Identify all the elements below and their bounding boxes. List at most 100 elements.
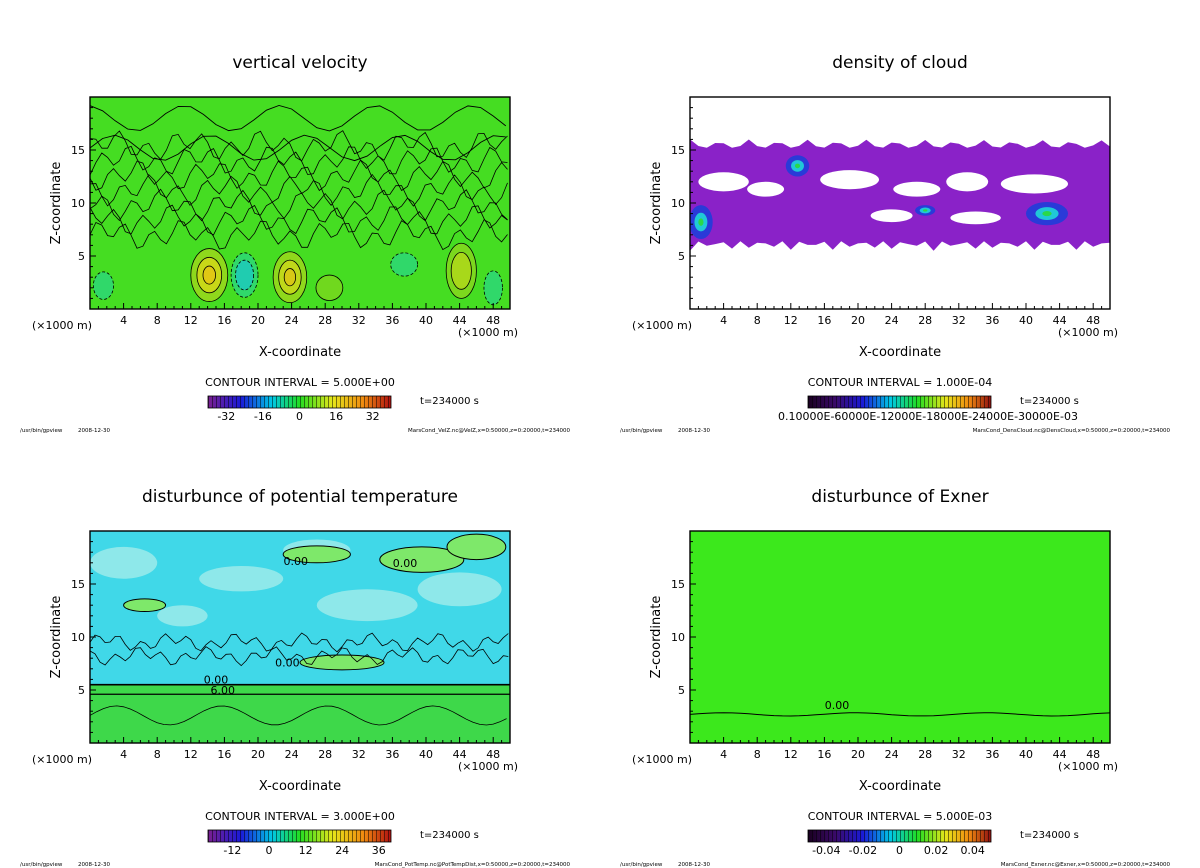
x-tick-label: 32 xyxy=(952,748,966,761)
temperature-patch xyxy=(417,572,502,607)
x-tick-label: 4 xyxy=(120,748,127,761)
velocity-cell-contour xyxy=(92,271,114,300)
colorbar-tick-label: 12 xyxy=(299,844,313,857)
x-tick-label: 32 xyxy=(952,314,966,327)
x-tick-label: 48 xyxy=(486,314,500,327)
colorbar-tick-label: -16 xyxy=(254,410,272,423)
x-tick-label: 16 xyxy=(817,314,831,327)
x-tick-label: 16 xyxy=(817,748,831,761)
colorbar: 0.10000E-60000E-12000E-18000E-24000E-300… xyxy=(778,395,1078,423)
x-tick-label: 44 xyxy=(1053,314,1067,327)
colorbar-tick-label: 24 xyxy=(335,844,349,857)
contour-label: 0.00 xyxy=(393,557,418,570)
colorbar-tick-label: -32 xyxy=(217,410,235,423)
x-unit-right: (×1000 m) xyxy=(458,326,518,339)
chart-title: disturbunce of potential temperature xyxy=(142,487,458,507)
cloud-gap xyxy=(950,211,1001,225)
temperature-contour xyxy=(123,598,167,613)
cloud-gap xyxy=(893,181,941,197)
x-unit-right: (×1000 m) xyxy=(1058,326,1118,339)
colorbar-tick-label: 0 xyxy=(296,410,303,423)
x-tick-label: 12 xyxy=(184,314,198,327)
colorbar: -32 -16 0 16 32 xyxy=(207,395,392,423)
x-tick-label: 48 xyxy=(1086,748,1100,761)
x-tick-label: 36 xyxy=(385,314,399,327)
source-file: MarsCond_Exner.nc@Exner,x=0:50000,z=0:20… xyxy=(1001,862,1171,868)
colorbar-tick-label: -0.04 xyxy=(812,844,840,857)
x-tick-label: 36 xyxy=(985,314,999,327)
x-tick-label: 16 xyxy=(217,314,231,327)
x-unit-left: (×1000 m) xyxy=(632,753,692,766)
cloud-gap xyxy=(946,172,989,192)
chart-title: disturbunce of Exner xyxy=(811,487,988,507)
temperature-contour xyxy=(446,533,507,561)
x-tick-label: 24 xyxy=(285,748,299,761)
y-axis: 5 10 15 Z-coordinate xyxy=(649,107,696,299)
x-tick-label: 24 xyxy=(285,314,299,327)
x-tick-label: 32 xyxy=(352,748,366,761)
velocity-cell-contour xyxy=(483,270,503,306)
y-tick-label: 15 xyxy=(71,578,85,591)
x-tick-label: 8 xyxy=(754,748,761,761)
contour-interval: CONTOUR INTERVAL = 5.000E-03 xyxy=(808,810,992,823)
x-tick-label: 24 xyxy=(885,748,899,761)
x-tick-label: 44 xyxy=(1053,748,1067,761)
x-axis-title: X-coordinate xyxy=(259,345,341,360)
colorbar-frame xyxy=(807,829,992,843)
cloud-gap xyxy=(1000,174,1068,194)
contour-label: 0.00 xyxy=(275,657,300,670)
y-tick-label: 10 xyxy=(671,197,685,210)
temperature-contour xyxy=(379,546,465,573)
cloud-core-peak xyxy=(922,209,928,212)
cloud-layer xyxy=(690,139,1110,251)
cloud-gap xyxy=(698,172,749,192)
plot-date: 2008-12-30 xyxy=(78,862,110,868)
temperature-contour xyxy=(282,545,351,564)
y-tick-label: 5 xyxy=(78,684,85,697)
plot-date: 2008-12-30 xyxy=(78,428,110,434)
plot-area xyxy=(89,96,511,310)
temperature-patch xyxy=(157,605,208,627)
field-layer xyxy=(690,97,1110,309)
x-unit-left: (×1000 m) xyxy=(32,753,92,766)
x-axis: 4 8 12 16 20 24 28 32 36 40 44 48(×1000 m)(×1000 m)… xyxy=(632,737,1118,794)
colorbar-tick-label: 0 xyxy=(896,844,903,857)
x-tick-label: 8 xyxy=(754,314,761,327)
y-tick-label: 15 xyxy=(71,144,85,157)
y-tick-label: 5 xyxy=(678,250,685,263)
cloud-gap xyxy=(820,170,879,190)
velocity-contours xyxy=(90,130,508,251)
x-unit-left: (×1000 m) xyxy=(32,319,92,332)
colorbar-tick-label: 0.02 xyxy=(924,844,949,857)
cloud-gap xyxy=(870,209,913,223)
x-tick-label: 16 xyxy=(217,748,231,761)
x-tick-label: 48 xyxy=(486,748,500,761)
velocity-cell-contour xyxy=(315,274,344,301)
x-unit-left: (×1000 m) xyxy=(632,319,692,332)
x-tick-label: 48 xyxy=(1086,314,1100,327)
y-axis-title: Z-coordinate xyxy=(649,162,664,245)
field-layer xyxy=(90,97,510,309)
lower-contour xyxy=(90,705,507,726)
x-tick-label: 12 xyxy=(184,748,198,761)
contour-interval: CONTOUR INTERVAL = 1.000E-04 xyxy=(808,376,992,389)
program-path: /usr/bin/gpview xyxy=(620,428,663,434)
contour-label: 6.00 xyxy=(210,684,235,697)
y-axis: 5 10 15 Z-coordinate xyxy=(649,541,696,733)
program-path: /usr/bin/gpview xyxy=(20,862,63,868)
x-axis-title: X-coordinate xyxy=(859,779,941,794)
field-layer: 0.00 xyxy=(690,531,1110,743)
lower-layer xyxy=(90,684,510,743)
colorbar-levels xyxy=(208,396,391,408)
colorbar-levels xyxy=(808,396,991,408)
x-tick-label: 20 xyxy=(851,748,865,761)
colorbar-tick-label: 0.10000E-60000E-12000E-18000E-24000E-300… xyxy=(778,410,1078,423)
x-tick-label: 20 xyxy=(251,748,265,761)
temperature-patch xyxy=(199,565,284,592)
y-axis-title: Z-coordinate xyxy=(649,596,664,679)
contour-interval: CONTOUR INTERVAL = 5.000E+00 xyxy=(205,376,395,389)
colorbar-tick-label: 16 xyxy=(329,410,343,423)
colorbar-tick-label: 32 xyxy=(366,410,380,423)
x-tick-label: 12 xyxy=(784,748,798,761)
